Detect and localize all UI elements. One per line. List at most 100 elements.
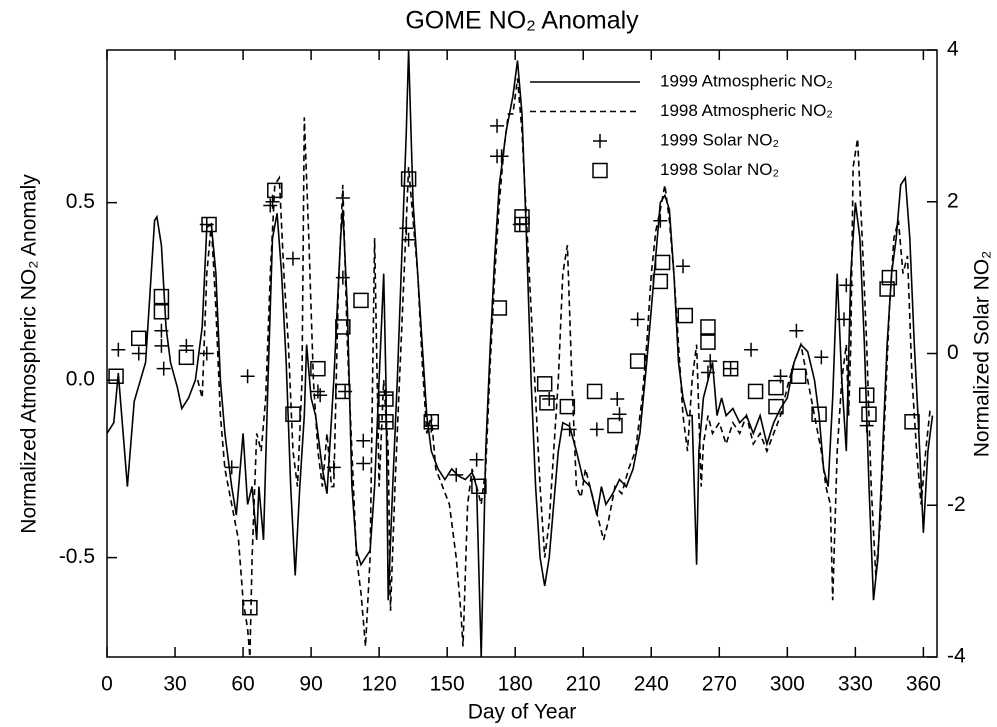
square-marker [592, 162, 608, 179]
square-marker [768, 379, 784, 396]
y-tick-label: -0.5 [59, 545, 95, 568]
y2-tick-label: 2 [947, 189, 959, 212]
square-marker [378, 414, 394, 430]
square-marker [108, 368, 124, 385]
square-marker [586, 383, 603, 400]
x-tick-label: 270 [702, 673, 737, 696]
plus-marker [401, 232, 416, 247]
plus-marker [131, 346, 146, 361]
plus-marker [335, 270, 350, 285]
square-marker [130, 330, 147, 347]
square-marker [536, 376, 553, 392]
square-marker [861, 406, 877, 422]
square-marker [607, 417, 623, 434]
square-marker [904, 414, 920, 430]
square-marker [722, 360, 739, 377]
plus-marker [494, 149, 509, 164]
square-marker [242, 599, 258, 616]
square-marker [353, 292, 369, 309]
plus-marker [723, 361, 738, 376]
square-marker [378, 391, 394, 407]
y2-tick-label: -2 [947, 493, 966, 516]
square-marker [879, 281, 895, 297]
square-marker [559, 398, 576, 415]
square-marker [491, 300, 508, 316]
plot-area [107, 50, 934, 657]
square-marker [677, 307, 694, 324]
plus-marker [424, 418, 439, 433]
square-marker [700, 334, 716, 350]
square-marker [654, 254, 671, 271]
x-tick-label: 300 [770, 673, 805, 696]
y-tick-label: 0.5 [66, 190, 95, 213]
x-tick-label: 180 [498, 673, 533, 696]
x-tick-label: 150 [430, 673, 465, 696]
plus-marker [313, 388, 328, 403]
square-marker [858, 387, 875, 403]
x-tick-label: 210 [566, 673, 601, 696]
square-marker [285, 406, 301, 422]
plus-marker [610, 392, 625, 407]
square-marker [881, 269, 898, 286]
plus-marker [700, 365, 715, 380]
y2-tick-label: 0 [947, 341, 959, 364]
x-tick-label: 240 [634, 673, 669, 696]
square-marker [790, 368, 807, 385]
y-tick-label: 0.0 [66, 368, 95, 391]
square-marker [768, 398, 784, 415]
plus-marker [224, 460, 239, 475]
plus-marker [310, 384, 325, 399]
x-tick-label: 360 [906, 673, 941, 696]
y2-tick-label: 4 [947, 38, 959, 61]
y-axis-label: Normalized Atmospheric NO₂ Anomaly [18, 174, 41, 534]
square-marker [335, 383, 351, 400]
square-marker [400, 171, 417, 187]
square-marker [811, 406, 827, 422]
plus-marker [326, 460, 341, 475]
plus-marker [154, 323, 169, 338]
x-tick-label: 60 [231, 673, 254, 696]
plus-marker [490, 118, 505, 133]
legend-label: 1998 Solar NO₂ [660, 160, 779, 179]
square-marker [423, 414, 440, 430]
plus-marker [703, 354, 718, 369]
series-line [196, 78, 931, 657]
square-marker [153, 304, 170, 320]
plus-marker [630, 312, 645, 327]
chart-title: GOME NO₂ Anomaly [405, 7, 639, 35]
x-tick-label: 30 [163, 673, 186, 696]
series-line [107, 50, 934, 657]
square-marker [539, 395, 555, 411]
legend-label: 1999 Atmospheric NO₂ [660, 71, 833, 90]
plus-marker [199, 346, 214, 361]
x-tick-label: 0 [101, 673, 113, 696]
legend-label: 1999 Solar NO₂ [660, 130, 779, 149]
square-marker [310, 360, 326, 377]
square-marker [747, 383, 764, 400]
square-marker [652, 273, 669, 290]
square-marker [700, 319, 716, 335]
plus-marker [744, 342, 759, 357]
plus-marker [285, 251, 300, 266]
plus-marker [378, 388, 393, 403]
plus-marker [335, 190, 350, 205]
plus-marker [593, 134, 607, 148]
plus-marker [154, 338, 169, 353]
plus-marker [449, 467, 464, 482]
square-marker [201, 216, 217, 233]
x-tick-label: 90 [299, 673, 322, 696]
x-tick-label: 330 [838, 673, 873, 696]
plus-marker [399, 221, 414, 236]
y2-tick-label: -4 [947, 645, 966, 668]
plus-marker [156, 361, 171, 376]
square-marker [471, 478, 487, 495]
plus-marker [111, 342, 126, 357]
plus-marker [837, 312, 852, 327]
plus-marker [240, 369, 255, 384]
square-marker [267, 182, 283, 199]
square-marker [153, 288, 170, 305]
square-marker [335, 319, 351, 335]
square-marker [514, 216, 530, 233]
